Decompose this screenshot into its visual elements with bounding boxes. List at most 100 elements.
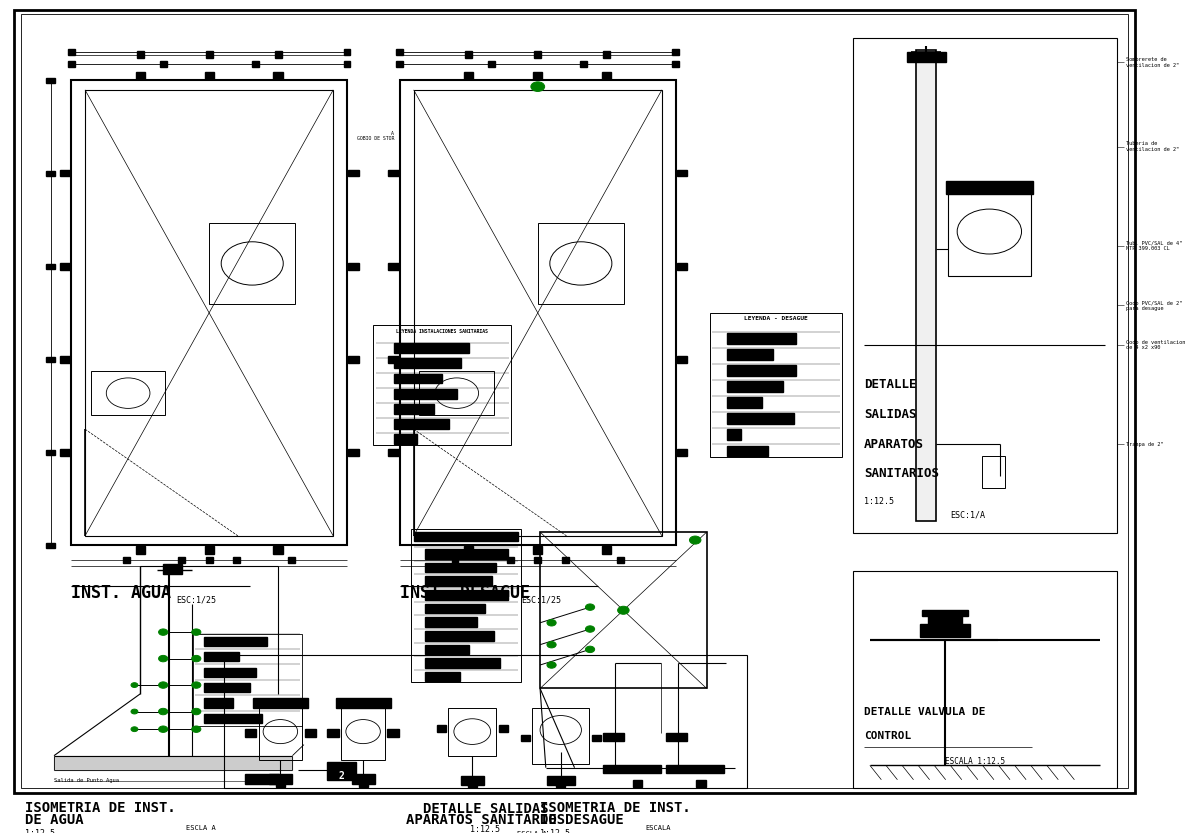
- Bar: [274, 546, 283, 553]
- Bar: [425, 576, 491, 586]
- Bar: [425, 563, 496, 572]
- Bar: [251, 61, 258, 67]
- Bar: [538, 223, 624, 303]
- Text: ESC:1/A: ESC:1/A: [951, 510, 985, 519]
- Circle shape: [585, 646, 595, 652]
- Bar: [710, 313, 843, 457]
- Bar: [727, 333, 796, 344]
- Bar: [727, 349, 774, 360]
- Bar: [852, 37, 1117, 533]
- Bar: [137, 52, 144, 57]
- Text: APARATOS SANITARIOS: APARATOS SANITARIOS: [406, 813, 565, 827]
- Circle shape: [547, 641, 556, 648]
- Bar: [414, 531, 518, 541]
- Bar: [388, 263, 399, 270]
- Bar: [591, 735, 601, 741]
- Bar: [396, 61, 403, 67]
- Bar: [123, 556, 130, 563]
- Bar: [983, 456, 1006, 488]
- Circle shape: [158, 682, 168, 688]
- Bar: [449, 707, 496, 756]
- Bar: [727, 366, 796, 376]
- Bar: [327, 762, 356, 780]
- Text: ESC:1/25: ESC:1/25: [521, 596, 562, 604]
- Circle shape: [547, 661, 556, 668]
- Bar: [727, 382, 783, 392]
- Bar: [349, 170, 358, 177]
- Polygon shape: [54, 756, 293, 770]
- Bar: [400, 80, 676, 546]
- Text: ESCALA 1:12.5: ESCALA 1:12.5: [945, 757, 1004, 766]
- Text: CONTROL: CONTROL: [864, 731, 912, 741]
- Bar: [258, 704, 302, 760]
- Circle shape: [192, 656, 201, 661]
- Bar: [922, 610, 969, 616]
- Bar: [205, 652, 239, 661]
- Bar: [672, 49, 679, 55]
- Bar: [394, 404, 434, 414]
- Bar: [193, 634, 302, 726]
- Bar: [677, 170, 687, 177]
- Bar: [205, 72, 214, 79]
- Bar: [602, 72, 612, 79]
- Bar: [532, 707, 589, 764]
- Text: Codo PVC/SAL de 2"
para desague: Codo PVC/SAL de 2" para desague: [1126, 300, 1183, 311]
- Text: 1:12.5: 1:12.5: [470, 825, 501, 833]
- Bar: [603, 733, 624, 741]
- Bar: [907, 52, 946, 62]
- Text: ESCALA: ESCALA: [645, 825, 671, 831]
- Bar: [394, 373, 443, 383]
- Bar: [136, 72, 145, 79]
- Text: 2: 2: [338, 771, 344, 781]
- Bar: [603, 766, 660, 773]
- Bar: [603, 52, 610, 57]
- Bar: [60, 263, 70, 270]
- Bar: [46, 77, 55, 82]
- Bar: [136, 546, 145, 553]
- Bar: [46, 357, 55, 362]
- Bar: [425, 645, 469, 654]
- Bar: [374, 325, 512, 445]
- Bar: [46, 264, 55, 269]
- Bar: [437, 726, 446, 731]
- Text: DE DESAGUE: DE DESAGUE: [540, 813, 624, 827]
- Text: ISOMETRIA DE INST.: ISOMETRIA DE INST.: [540, 801, 691, 815]
- Bar: [425, 631, 494, 641]
- Bar: [534, 52, 541, 57]
- Bar: [425, 658, 500, 668]
- Bar: [468, 780, 477, 787]
- Bar: [205, 546, 214, 553]
- Circle shape: [585, 626, 595, 632]
- Bar: [540, 532, 707, 689]
- Bar: [336, 698, 390, 707]
- Text: ISOMETRIA DE INST.: ISOMETRIA DE INST.: [25, 801, 176, 815]
- Bar: [84, 90, 333, 536]
- Bar: [224, 656, 747, 788]
- Bar: [71, 80, 347, 546]
- Text: APARATOS: APARATOS: [864, 437, 925, 451]
- Bar: [633, 780, 643, 787]
- Bar: [46, 543, 55, 548]
- Bar: [46, 450, 55, 455]
- Text: DETALLE VALVULA DE: DETALLE VALVULA DE: [864, 707, 985, 717]
- Bar: [396, 49, 403, 55]
- Bar: [351, 774, 375, 784]
- Bar: [46, 171, 55, 176]
- Bar: [533, 546, 543, 553]
- Bar: [388, 449, 399, 456]
- Bar: [205, 714, 262, 723]
- Circle shape: [158, 726, 168, 732]
- Bar: [344, 49, 351, 55]
- Bar: [206, 52, 213, 57]
- Bar: [852, 571, 1117, 788]
- Text: DETALLE: DETALLE: [864, 378, 916, 392]
- Text: Codo de ventilacion
de 4 x2 x90: Codo de ventilacion de 4 x2 x90: [1126, 340, 1185, 351]
- Bar: [206, 556, 213, 563]
- Bar: [465, 52, 472, 57]
- Text: 1:12.5: 1:12.5: [540, 830, 570, 833]
- Bar: [464, 72, 474, 79]
- Bar: [677, 357, 687, 362]
- Bar: [920, 625, 970, 637]
- Bar: [425, 604, 484, 613]
- Circle shape: [158, 656, 168, 661]
